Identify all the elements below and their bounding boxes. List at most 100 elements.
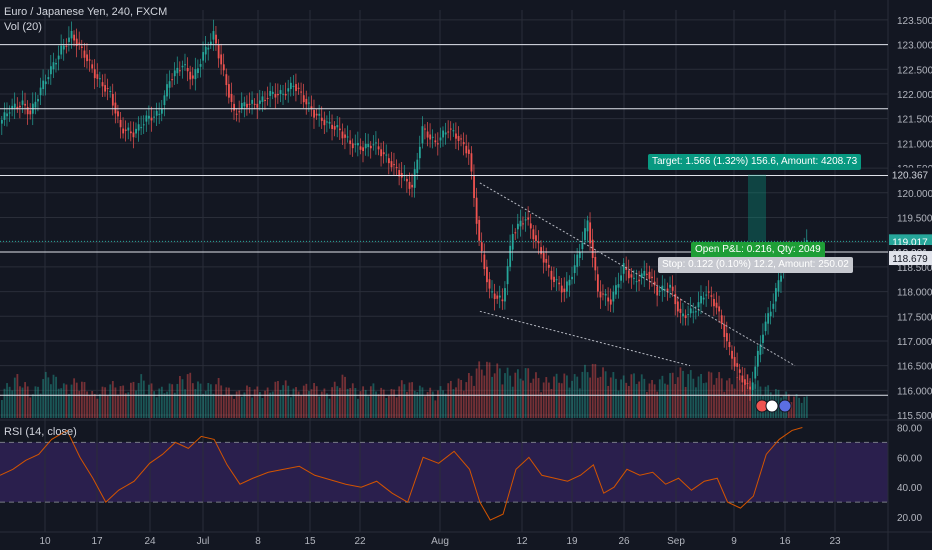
- candle-body: [501, 299, 504, 302]
- volume-bar: [684, 386, 687, 418]
- candle-body: [86, 54, 88, 62]
- candle-body: [354, 143, 357, 145]
- candle-body: [687, 314, 690, 316]
- candle-body: [284, 93, 287, 96]
- volume-bar: [313, 383, 315, 418]
- candle-body: [421, 126, 424, 144]
- candle-body: [225, 74, 228, 86]
- candle-body: [478, 219, 481, 241]
- volume-bar: [209, 384, 212, 418]
- volume-bar: [217, 378, 220, 418]
- open-pnl-label[interactable]: Open P&L: 0.216, Qty: 2049: [691, 242, 825, 258]
- candle-body: [728, 341, 731, 348]
- volume-bar: [798, 397, 801, 418]
- candle-body: [277, 93, 279, 96]
- candle-body: [50, 66, 52, 75]
- volume-bar: [388, 395, 390, 418]
- stop-label[interactable]: Stop: 0.122 (0.10%) 12.2, Amount: 250.02: [658, 257, 853, 273]
- candle-body: [576, 254, 579, 267]
- candle-body: [395, 167, 398, 169]
- time-tick-label: 15: [304, 536, 316, 547]
- volume-bar: [148, 384, 150, 418]
- volume-bar: [375, 391, 377, 418]
- volume-bar: [328, 398, 331, 418]
- candle-body: [140, 127, 143, 129]
- volume-bar: [416, 392, 419, 418]
- candle-body: [145, 115, 148, 122]
- volume-bar: [390, 388, 393, 418]
- candle-body: [297, 87, 300, 89]
- volume-bar: [333, 381, 336, 418]
- volume-bar: [287, 385, 290, 418]
- rsi-tick-label: 20.00: [897, 513, 922, 524]
- candle-body: [679, 308, 682, 313]
- candle-body: [179, 70, 181, 72]
- volume-bar: [630, 374, 633, 418]
- candle-body: [718, 306, 721, 312]
- candle-body: [65, 45, 68, 47]
- volume-bar: [687, 374, 690, 418]
- candle-body: [302, 95, 305, 103]
- volume-bar: [553, 376, 555, 418]
- candle-body: [486, 266, 488, 283]
- volume-bar: [191, 383, 194, 418]
- candle-body: [163, 95, 166, 106]
- candle-body: [640, 273, 643, 278]
- open-price-label: 119.017: [892, 237, 928, 248]
- candle-body: [251, 99, 254, 104]
- candle-body: [627, 270, 630, 279]
- candle-body: [780, 275, 782, 282]
- volume-bar: [723, 391, 726, 418]
- candle-body: [772, 303, 775, 309]
- volume-bar: [449, 380, 452, 418]
- candle-body: [630, 274, 633, 278]
- candle-body: [388, 158, 390, 164]
- volume-bar: [122, 385, 125, 418]
- candle-body: [553, 276, 555, 283]
- volume-bar: [256, 386, 259, 418]
- volume-bar: [222, 395, 225, 418]
- volume-bar: [70, 384, 73, 418]
- volume-bar: [101, 386, 104, 418]
- candle-body: [248, 103, 251, 105]
- candle-body: [609, 299, 612, 305]
- volume-bar: [233, 398, 235, 418]
- candle-body: [313, 110, 315, 118]
- candle-body: [736, 363, 739, 367]
- candle-body: [713, 298, 715, 307]
- volume-bar: [713, 384, 715, 418]
- candle-body: [671, 286, 674, 291]
- candle-body: [431, 136, 434, 138]
- volume-bar: [57, 388, 60, 418]
- candle-body: [563, 288, 566, 292]
- target-label[interactable]: Target: 1.566 (1.32%) 156.6, Amount: 420…: [648, 154, 862, 170]
- candle-body: [555, 279, 558, 281]
- volume-bar: [749, 378, 751, 418]
- candle-body: [88, 59, 91, 61]
- volume-bar: [346, 388, 349, 418]
- candle-body: [282, 93, 285, 95]
- candle-body: [522, 223, 524, 225]
- volume-bar: [359, 391, 362, 418]
- volume-bar: [460, 379, 463, 418]
- candle-body: [514, 232, 517, 234]
- volume-bar: [132, 381, 135, 418]
- volume-bar: [369, 386, 372, 418]
- volume-bar: [253, 389, 256, 418]
- volume-bar: [439, 386, 442, 418]
- time-tick-label: Aug: [431, 536, 449, 547]
- candle-body: [57, 55, 60, 60]
- candle-body: [44, 81, 47, 85]
- volume-bar: [731, 384, 733, 418]
- candle-body: [19, 105, 21, 108]
- candle-body: [119, 119, 122, 128]
- target-price-label: 120.367: [892, 171, 929, 182]
- candle-body: [509, 245, 512, 267]
- candle-body: [158, 113, 161, 115]
- candle-body: [359, 146, 362, 150]
- candle-body: [475, 197, 478, 224]
- candle-body: [70, 30, 73, 39]
- candle-body: [669, 284, 672, 288]
- candle-body: [578, 251, 581, 258]
